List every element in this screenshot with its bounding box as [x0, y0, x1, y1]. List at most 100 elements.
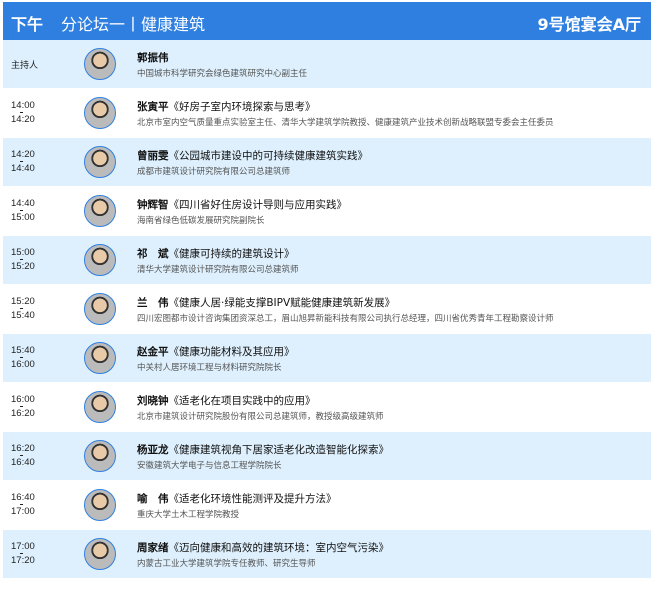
schedule-row: 15:40 16:00 赵金平《健康功能材料及其应用》 中关村人居环境工程与材料研… — [3, 334, 651, 382]
speaker-name: 曾丽雯 — [137, 150, 169, 162]
end-time: 16:00 — [11, 359, 35, 370]
talk-title: 《好房子室内环境探索与思考》 — [168, 101, 316, 113]
time-slot: 17:00 17:20 — [11, 540, 35, 568]
speaker-avatar — [84, 146, 116, 178]
time-dash — [20, 210, 23, 211]
speaker-name: 祁 斌 — [137, 248, 169, 260]
time-dash — [20, 357, 23, 358]
speaker-avatar — [84, 195, 116, 227]
speaker-avatar — [84, 489, 116, 521]
end-time: 14:40 — [11, 163, 35, 174]
start-time: 16:00 — [11, 394, 35, 405]
speaker-avatar — [84, 48, 116, 80]
talk-title: 《迈向健康和高效的建筑环境：室内空气污染》 — [168, 542, 390, 554]
talk-title: 《四川省好住房设计导则与应用实践》 — [168, 199, 348, 211]
talk-title: 《健康建筑视角下居家适老化改造智能化探索》 — [168, 444, 390, 456]
host-label: 主持人 — [11, 61, 39, 71]
speaker-affiliation: 四川宏图都市设计咨询集团资深总工，眉山旭昇新能科技有限公司执行总经理，四川省优秀… — [137, 314, 554, 324]
time-dash — [20, 553, 23, 554]
speaker-line: 刘晓钟《适老化在项目实践中的应用》 — [137, 393, 316, 408]
time-slot: 16:40 17:00 — [11, 491, 35, 519]
speaker-affiliation: 安徽建筑大学电子与信息工程学院院长 — [137, 461, 282, 471]
time-dash — [20, 406, 23, 407]
start-time: 15:20 — [11, 296, 35, 307]
speaker-name: 郭振伟 — [137, 52, 169, 64]
time-dash — [20, 308, 23, 309]
schedule-row: 14:00 14:20 张寅平《好房子室内环境探索与思考》 北京市室内空气质量重点… — [3, 89, 651, 137]
start-time: 15:00 — [11, 247, 35, 258]
speaker-avatar — [84, 440, 116, 472]
forum-header: 下午 分论坛一丨健康建筑 9号馆宴会A厅 — [3, 2, 651, 40]
period-label: 下午 — [11, 15, 44, 34]
speaker-line: 祁 斌《健康可持续的建筑设计》 — [137, 246, 295, 261]
start-time: 14:20 — [11, 149, 35, 160]
speaker-affiliation: 海南省绿色低碳发展研究院副院长 — [137, 216, 265, 226]
speaker-name: 喻 伟 — [137, 493, 169, 505]
end-time: 17:00 — [11, 506, 35, 517]
start-time: 14:00 — [11, 100, 35, 111]
speaker-avatar — [84, 342, 116, 374]
speaker-avatar — [84, 538, 116, 570]
forum-title: 分论坛一丨健康建筑 — [61, 15, 206, 34]
speaker-affiliation: 北京市室内空气质量重点实验室主任、清华大学建筑学院教授、健康建筑产业技术创新战略… — [137, 118, 554, 128]
schedule-row: 15:00 15:20 祁 斌《健康可持续的建筑设计》 清华大学建筑设计研究院有限… — [3, 236, 651, 284]
speaker-line: 兰 伟《健康人居·绿能支撑BIPV赋能健康建筑新发展》 — [137, 295, 395, 310]
start-time: 14:40 — [11, 198, 35, 209]
speaker-affiliation: 内蒙古工业大学建筑学院专任教师、研究生导师 — [137, 559, 316, 569]
speaker-line: 曾丽雯《公园城市建设中的可持续健康建筑实践》 — [137, 148, 368, 163]
host-row: 主持人 郭振伟 中国城市科学研究会绿色建筑研究中心副主任 — [3, 40, 651, 88]
start-time: 16:20 — [11, 443, 35, 454]
end-time: 15:00 — [11, 212, 35, 223]
speaker-affiliation: 北京市建筑设计研究院股份有限公司总建筑师，教授级高级建筑师 — [137, 412, 384, 422]
end-time: 16:40 — [11, 457, 35, 468]
speaker-affiliation: 重庆大学土木工程学院教授 — [137, 510, 240, 520]
speaker-avatar — [84, 244, 116, 276]
speaker-name: 杨亚龙 — [137, 444, 169, 456]
time-slot: 14:20 14:40 — [11, 148, 35, 176]
speaker-affiliation: 中关村人居环境工程与材料研究院院长 — [137, 363, 282, 373]
speaker-avatar — [84, 293, 116, 325]
end-time: 16:20 — [11, 408, 35, 419]
speaker-line: 喻 伟《适老化环境性能测评及提升方法》 — [137, 491, 337, 506]
end-time: 17:20 — [11, 555, 35, 566]
time-slot: 15:40 16:00 — [11, 344, 35, 372]
end-time: 14:20 — [11, 114, 35, 125]
speaker-name: 刘晓钟 — [137, 395, 169, 407]
talk-title: 《健康可持续的建筑设计》 — [168, 248, 295, 260]
speaker-affiliation: 清华大学建筑设计研究院有限公司总建筑师 — [137, 265, 299, 275]
time-dash — [20, 112, 23, 113]
schedule-row: 14:40 15:00 钟辉智《四川省好住房设计导则与应用实践》 海南省绿色低碳发… — [3, 187, 651, 235]
talk-title: 《健康人居·绿能支撑BIPV赋能健康建筑新发展》 — [168, 297, 396, 309]
speaker-name: 周家绪 — [137, 542, 169, 554]
time-slot: 16:00 16:20 — [11, 393, 35, 421]
start-time: 17:00 — [11, 541, 35, 552]
start-time: 16:40 — [11, 492, 35, 503]
schedule-row: 16:20 16:40 杨亚龙《健康建筑视角下居家适老化改造智能化探索》 安徽建筑… — [3, 432, 651, 480]
speaker-name: 张寅平 — [137, 101, 169, 113]
time-slot: 16:20 16:40 — [11, 442, 35, 470]
room-label: 9号馆宴会A厅 — [537, 15, 641, 34]
schedule-row: 16:40 17:00 喻 伟《适老化环境性能测评及提升方法》 重庆大学土木工程学… — [3, 481, 651, 529]
end-time: 15:20 — [11, 261, 35, 272]
speaker-avatar — [84, 97, 116, 129]
start-time: 15:40 — [11, 345, 35, 356]
schedule-row: 14:20 14:40 曾丽雯《公园城市建设中的可持续健康建筑实践》 成都市建筑设… — [3, 138, 651, 186]
time-slot: 14:00 14:20 — [11, 99, 35, 127]
speaker-avatar — [84, 391, 116, 423]
time-dash — [20, 455, 23, 456]
speaker-name: 赵金平 — [137, 346, 169, 358]
speaker-affiliation: 成都市建筑设计研究院有限公司总建筑师 — [137, 167, 291, 177]
schedule-row: 16:00 16:20 刘晓钟《适老化在项目实践中的应用》 北京市建筑设计研究院股… — [3, 383, 651, 431]
talk-title: 《健康功能材料及其应用》 — [168, 346, 295, 358]
talk-title: 《公园城市建设中的可持续健康建筑实践》 — [168, 150, 369, 162]
speaker-line: 赵金平《健康功能材料及其应用》 — [137, 344, 295, 359]
time-dash — [20, 259, 23, 260]
speaker-line: 钟辉智《四川省好住房设计导则与应用实践》 — [137, 197, 347, 212]
time-slot: 15:00 15:20 — [11, 246, 35, 274]
speaker-line: 张寅平《好房子室内环境探索与思考》 — [137, 99, 316, 114]
speaker-line: 郭振伟 — [137, 50, 169, 65]
time-dash — [20, 504, 23, 505]
speaker-line: 周家绪《迈向健康和高效的建筑环境：室内空气污染》 — [137, 540, 389, 555]
talk-title: 《适老化在项目实践中的应用》 — [168, 395, 316, 407]
speaker-name: 兰 伟 — [137, 297, 169, 309]
